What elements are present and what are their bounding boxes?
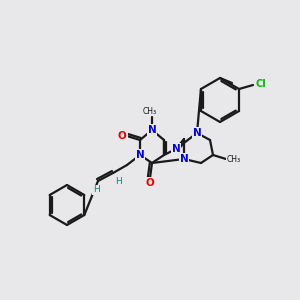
Text: O: O — [118, 131, 126, 141]
Text: O: O — [117, 131, 127, 141]
Text: N: N — [180, 154, 188, 164]
Text: Cl: Cl — [256, 79, 266, 89]
Text: N: N — [172, 144, 180, 154]
Text: CH₃: CH₃ — [143, 106, 157, 116]
Text: N: N — [148, 125, 156, 135]
Text: O: O — [146, 178, 154, 188]
Text: O: O — [145, 178, 155, 188]
Text: N: N — [136, 150, 144, 160]
Text: H: H — [115, 176, 122, 185]
Text: H: H — [93, 185, 99, 194]
Text: CH₃: CH₃ — [227, 155, 241, 164]
Text: N: N — [193, 128, 201, 138]
